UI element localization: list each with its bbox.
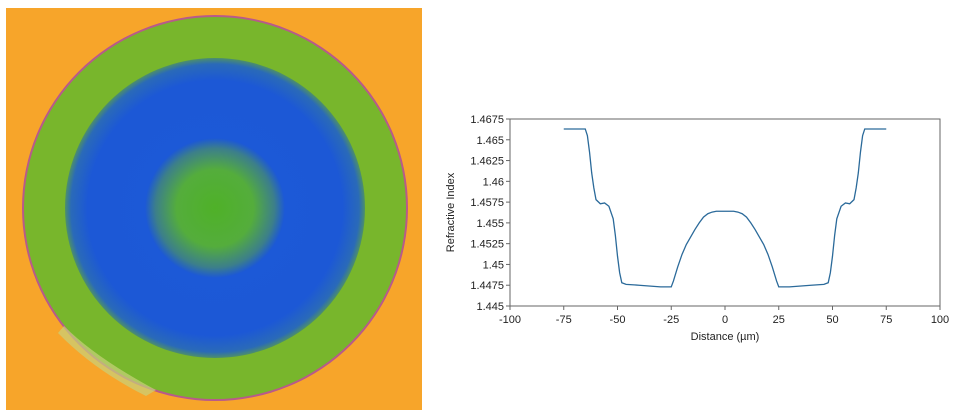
plot-area-frame bbox=[509, 118, 941, 307]
refractive-index-profile-line bbox=[563, 128, 887, 288]
refractive-index-chart: -100 -75 -50 -25 0 25 50 75 100 1.4675 1.465 1.462… bbox=[445, 114, 949, 343]
y-tick-label: 1.4525 bbox=[470, 239, 504, 251]
y-axis-title: Refractive Index bbox=[445, 172, 457, 252]
y-tick-label: 1.46 bbox=[483, 176, 504, 188]
x-tick-label: -75 bbox=[556, 314, 572, 326]
y-tick-label: 1.445 bbox=[476, 301, 504, 313]
x-tick-label: -100 bbox=[499, 314, 521, 326]
y-tick-label: 1.465 bbox=[476, 135, 504, 147]
y-tick-label: 1.4575 bbox=[470, 197, 504, 209]
y-tick-label: 1.4475 bbox=[470, 280, 504, 292]
y-tick-label: 1.455 bbox=[476, 218, 504, 230]
x-tick-label: 50 bbox=[826, 314, 838, 326]
y-axis-tick-labels: 1.4675 1.465 1.4625 1.46 1.4575 1.455 1.4525 1.… bbox=[470, 114, 510, 313]
x-tick-label: 25 bbox=[773, 314, 785, 326]
cladding-defect bbox=[58, 326, 156, 396]
x-tick-label: -50 bbox=[610, 314, 626, 326]
fiber-cross-section-image bbox=[6, 8, 422, 410]
x-axis-title: Distance (µm) bbox=[691, 331, 760, 343]
x-tick-label: 75 bbox=[880, 314, 892, 326]
x-tick-label: 100 bbox=[931, 314, 949, 326]
x-axis-tick-labels: -100 -75 -50 -25 0 25 50 75 100 bbox=[499, 306, 949, 326]
x-tick-label: 0 bbox=[722, 314, 728, 326]
x-tick-label: -25 bbox=[663, 314, 679, 326]
y-tick-label: 1.4675 bbox=[470, 114, 504, 126]
y-tick-label: 1.4625 bbox=[470, 156, 504, 168]
fiber-center bbox=[145, 138, 285, 278]
y-tick-label: 1.45 bbox=[483, 259, 504, 271]
